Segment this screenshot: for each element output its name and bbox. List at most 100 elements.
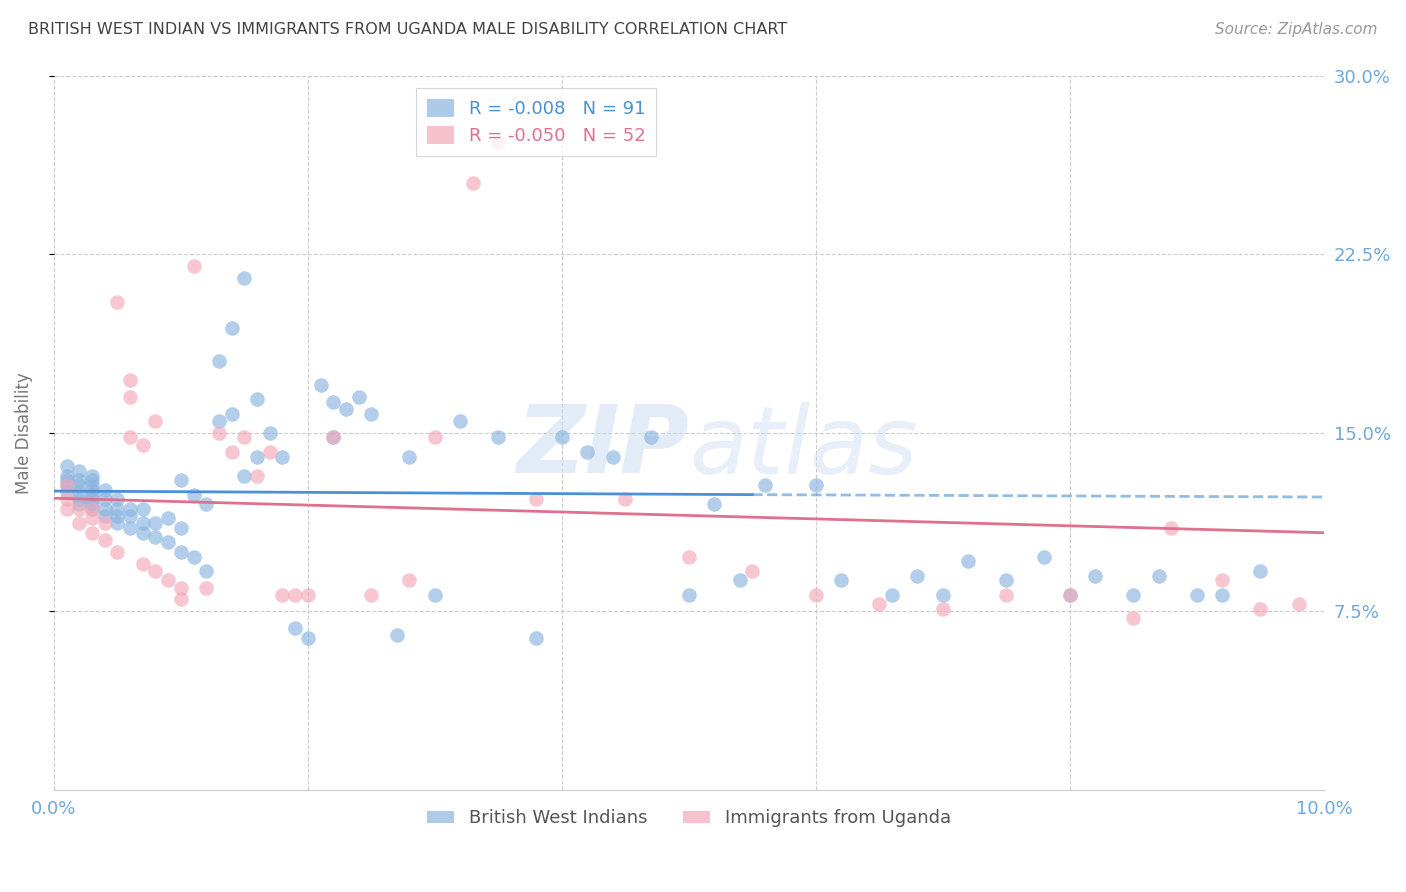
Point — [145, 516, 167, 531]
Point — [322, 430, 344, 444]
Point — [208, 414, 231, 428]
Point — [297, 631, 319, 645]
Point — [526, 492, 548, 507]
Point — [259, 444, 281, 458]
Point — [67, 474, 90, 488]
Point — [67, 502, 90, 516]
Point — [170, 521, 193, 535]
Point — [1249, 602, 1271, 616]
Point — [1122, 611, 1144, 625]
Point — [195, 564, 218, 578]
Point — [385, 628, 408, 642]
Point — [678, 588, 700, 602]
Point — [995, 588, 1018, 602]
Point — [145, 414, 167, 428]
Point — [93, 509, 115, 524]
Point — [880, 588, 903, 602]
Text: Source: ZipAtlas.com: Source: ZipAtlas.com — [1215, 22, 1378, 37]
Point — [728, 574, 751, 588]
Point — [55, 492, 77, 507]
Text: BRITISH WEST INDIAN VS IMMIGRANTS FROM UGANDA MALE DISABILITY CORRELATION CHART: BRITISH WEST INDIAN VS IMMIGRANTS FROM U… — [28, 22, 787, 37]
Point — [183, 259, 205, 273]
Point — [932, 602, 955, 616]
Point — [398, 450, 420, 464]
Point — [208, 425, 231, 440]
Point — [486, 135, 509, 149]
Point — [233, 271, 256, 285]
Point — [1122, 588, 1144, 602]
Point — [221, 407, 243, 421]
Point — [576, 444, 599, 458]
Point — [132, 437, 155, 451]
Point — [233, 430, 256, 444]
Point — [754, 478, 776, 492]
Point — [80, 511, 103, 525]
Point — [55, 478, 77, 492]
Point — [309, 378, 332, 392]
Point — [80, 488, 103, 502]
Point — [423, 588, 446, 602]
Y-axis label: Male Disability: Male Disability — [15, 372, 32, 493]
Point — [678, 549, 700, 564]
Point — [347, 390, 370, 404]
Point — [246, 392, 269, 407]
Point — [614, 492, 637, 507]
Point — [67, 516, 90, 531]
Point — [1185, 588, 1208, 602]
Point — [132, 557, 155, 571]
Point — [55, 468, 77, 483]
Point — [55, 474, 77, 488]
Point — [195, 581, 218, 595]
Point — [55, 458, 77, 473]
Point — [55, 478, 77, 492]
Point — [284, 621, 307, 635]
Point — [145, 564, 167, 578]
Point — [703, 497, 725, 511]
Point — [132, 502, 155, 516]
Point — [1211, 588, 1233, 602]
Point — [259, 425, 281, 440]
Text: ZIP: ZIP — [516, 401, 689, 493]
Point — [55, 502, 77, 516]
Point — [423, 430, 446, 444]
Point — [80, 474, 103, 488]
Point — [67, 478, 90, 492]
Point — [132, 516, 155, 531]
Point — [1059, 588, 1081, 602]
Point — [118, 521, 141, 535]
Point — [208, 354, 231, 368]
Point — [80, 502, 103, 516]
Point — [118, 509, 141, 524]
Point — [741, 564, 763, 578]
Point — [602, 450, 624, 464]
Legend: British West Indians, Immigrants from Uganda: British West Indians, Immigrants from Ug… — [420, 802, 957, 835]
Point — [105, 502, 128, 516]
Point — [932, 588, 955, 602]
Point — [335, 401, 357, 416]
Point — [195, 497, 218, 511]
Point — [67, 492, 90, 507]
Point — [271, 588, 294, 602]
Point — [1084, 568, 1107, 582]
Point — [93, 483, 115, 497]
Point — [221, 321, 243, 335]
Point — [322, 430, 344, 444]
Point — [157, 511, 180, 525]
Point — [80, 483, 103, 497]
Point — [868, 597, 890, 611]
Point — [80, 497, 103, 511]
Point — [551, 430, 574, 444]
Point — [105, 509, 128, 524]
Point — [93, 516, 115, 531]
Point — [55, 485, 77, 500]
Point — [118, 373, 141, 387]
Point — [93, 492, 115, 507]
Point — [157, 574, 180, 588]
Point — [1033, 549, 1056, 564]
Text: atlas: atlas — [689, 401, 917, 492]
Point — [830, 574, 852, 588]
Point — [145, 531, 167, 545]
Point — [1059, 588, 1081, 602]
Point — [183, 549, 205, 564]
Point — [80, 492, 103, 507]
